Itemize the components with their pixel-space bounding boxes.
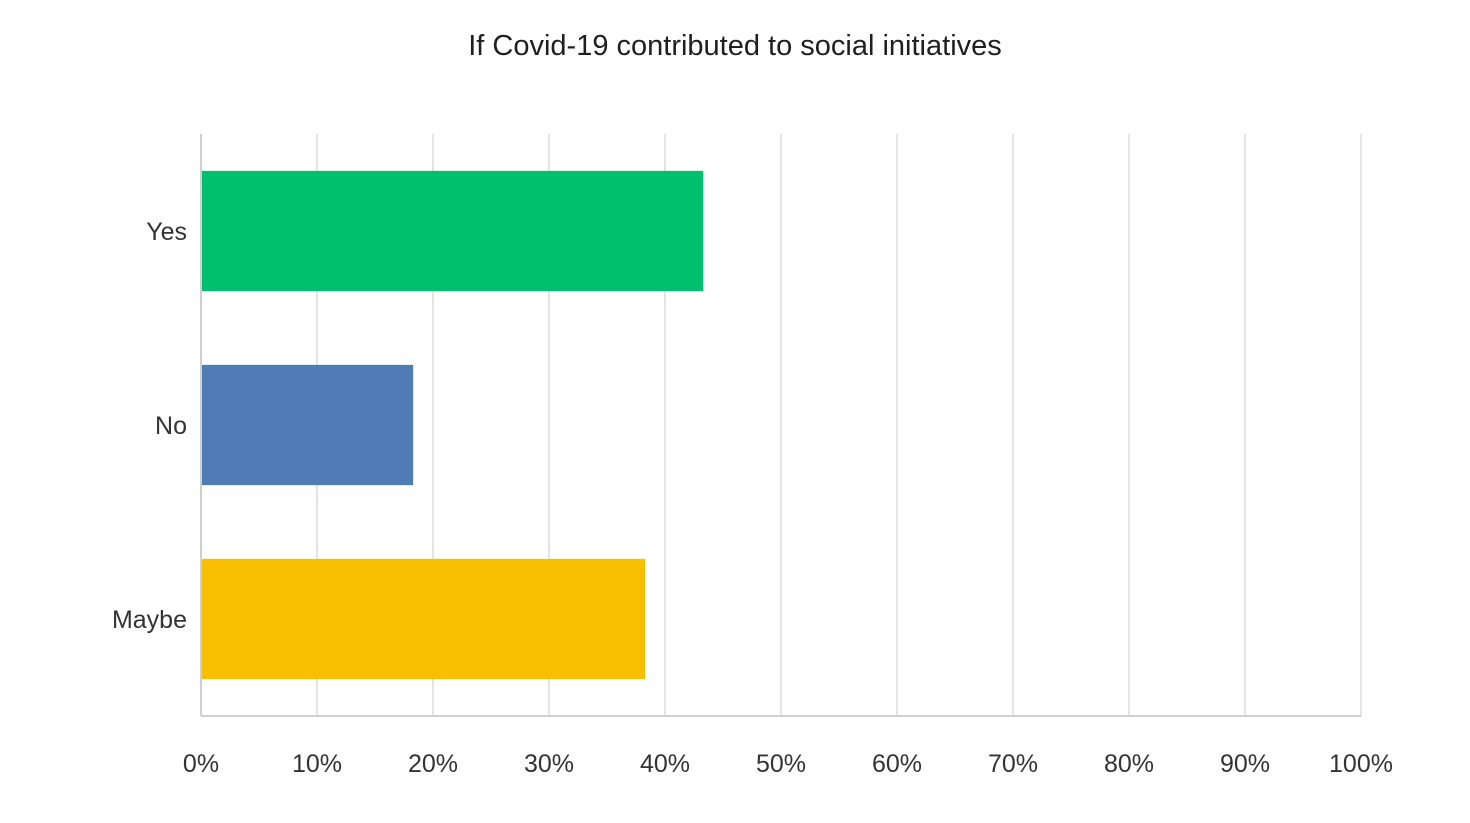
axes xyxy=(200,134,1361,717)
category-label: No xyxy=(155,412,187,440)
bar-no xyxy=(202,364,414,486)
category-labels: Yes No Maybe xyxy=(112,218,187,634)
x-tick-label: 60% xyxy=(872,750,922,778)
x-tick-label: 90% xyxy=(1220,750,1270,778)
x-tick-labels: 0% 10% 20% 30% 40% 50% 60% 70% 80% 90% 100% xyxy=(183,750,1393,778)
bar-yes xyxy=(202,170,704,292)
x-tick-label: 30% xyxy=(524,750,574,778)
x-tick-label: 100% xyxy=(1329,750,1393,778)
bar-maybe xyxy=(202,558,646,680)
x-tick-label: 70% xyxy=(988,750,1038,778)
x-tick-label: 50% xyxy=(756,750,806,778)
x-tick-label: 10% xyxy=(292,750,342,778)
category-label: Maybe xyxy=(112,606,187,634)
x-tick-label: 40% xyxy=(640,750,690,778)
x-tick-label: 0% xyxy=(183,750,219,778)
bars xyxy=(202,170,704,680)
x-tick-label: 80% xyxy=(1104,750,1154,778)
chart-title: If Covid-19 contributed to social initia… xyxy=(468,30,1002,62)
x-tick-label: 20% xyxy=(408,750,458,778)
category-label: Yes xyxy=(146,218,187,246)
